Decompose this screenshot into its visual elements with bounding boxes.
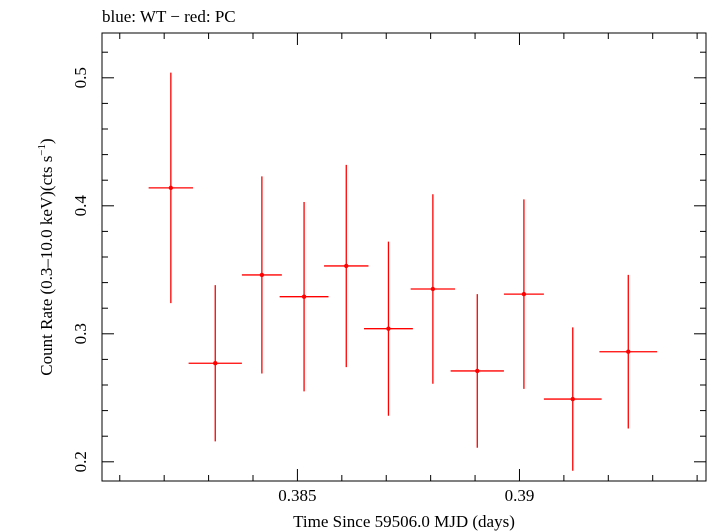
point-marker (213, 361, 218, 366)
axis-tick-labels: 0.385 0.39 0.2 0.3 0.4 0.5 (71, 67, 534, 505)
data-point (599, 274, 658, 429)
y-tick-label: 0.4 (71, 195, 90, 217)
point-marker (386, 326, 391, 331)
x-tick-label: 0.39 (505, 486, 535, 505)
y-tick-label: 0.3 (71, 323, 90, 344)
point-marker (430, 286, 436, 292)
axis-ticks (102, 33, 706, 481)
y-axis-label-main: Count Rate (0.3–10.0 keV)(cts s (37, 156, 56, 376)
data-point (503, 199, 544, 389)
data-point (364, 241, 413, 416)
data-point (188, 285, 242, 442)
chart-title: blue: WT − red: PC (102, 7, 236, 26)
point-marker (259, 272, 265, 278)
point-marker (168, 185, 174, 191)
y-axis-label: Count Rate (0.3–10.0 keV)(cts s−1) (36, 138, 56, 375)
data-point (241, 176, 282, 374)
point-marker (570, 396, 575, 402)
point-marker (626, 349, 631, 354)
y-axis-label-end: ) (37, 138, 56, 144)
x-tick-label: 0.385 (278, 486, 316, 505)
data-point (410, 194, 456, 384)
x-axis-label: Time Since 59506.0 MJD (days) (293, 512, 515, 531)
y-tick-label: 0.2 (71, 451, 90, 472)
point-marker (475, 368, 480, 374)
data-point (543, 327, 602, 471)
point-marker (301, 294, 307, 299)
data-point (324, 164, 369, 368)
data-point (148, 72, 194, 304)
plot-frame (101, 32, 707, 482)
data-point (279, 201, 329, 392)
data-points (148, 72, 658, 471)
point-marker (521, 291, 527, 297)
data-point (450, 294, 504, 448)
y-axis-label-superscript: −1 (36, 144, 48, 156)
y-tick-label: 0.5 (71, 67, 90, 88)
point-marker (344, 263, 349, 269)
